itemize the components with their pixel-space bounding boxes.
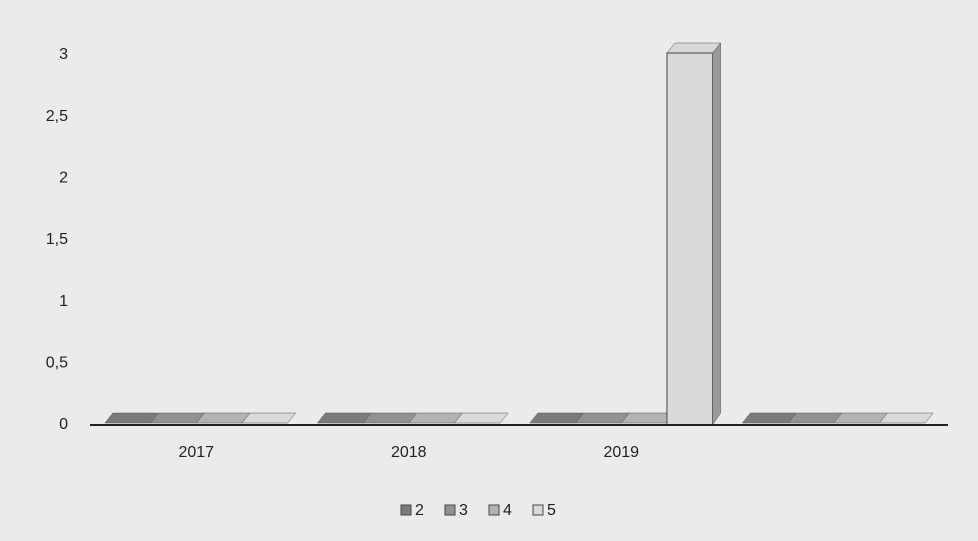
y-tick-label: 2 (59, 170, 68, 187)
y-tick-label: 0,5 (46, 355, 68, 372)
bar (316, 412, 372, 424)
y-tick-label: 0 (59, 416, 68, 433)
bar-face (453, 412, 509, 424)
bar-face (316, 412, 372, 424)
bar (741, 412, 797, 424)
legend-swatch (400, 504, 412, 516)
legend-label: 5 (547, 502, 556, 519)
legend-label: 2 (415, 502, 424, 519)
bar-face (787, 412, 843, 424)
bar-face (575, 412, 630, 424)
bar-face (104, 412, 160, 424)
bar (150, 412, 205, 424)
legend-label: 3 (459, 502, 468, 519)
bar (787, 412, 843, 424)
bar-face (362, 412, 418, 424)
legend-label: 4 (503, 502, 512, 519)
bar-face (833, 412, 888, 424)
bar-face (741, 412, 797, 424)
bar (833, 412, 888, 424)
bar (195, 412, 251, 424)
bar-face (712, 42, 721, 426)
y-tick-label: 1 (59, 293, 68, 310)
x-tick-label: 2017 (178, 444, 214, 461)
bar-face (529, 412, 585, 424)
bar-face (666, 42, 722, 54)
bar-face (195, 412, 251, 424)
bar (241, 412, 297, 424)
legend-swatch (488, 504, 500, 516)
x-tick-label: 2019 (603, 444, 639, 461)
y-tick-label: 1,5 (46, 231, 68, 248)
legend-swatch (532, 504, 544, 516)
bar-face (241, 412, 297, 424)
bar-face (150, 412, 205, 424)
bar (453, 412, 509, 424)
bar-face (878, 412, 934, 424)
y-tick-label: 3 (59, 46, 68, 63)
bar (529, 412, 585, 424)
y-tick-label: 2,5 (46, 108, 68, 125)
bar-face (666, 52, 714, 426)
bar-face (408, 412, 463, 424)
bar (408, 412, 463, 424)
bar (575, 412, 630, 424)
bar (104, 412, 160, 424)
bar (666, 42, 722, 426)
bar (362, 412, 418, 424)
x-tick-label: 2018 (391, 444, 427, 461)
bar (878, 412, 934, 424)
legend-swatch (444, 504, 456, 516)
